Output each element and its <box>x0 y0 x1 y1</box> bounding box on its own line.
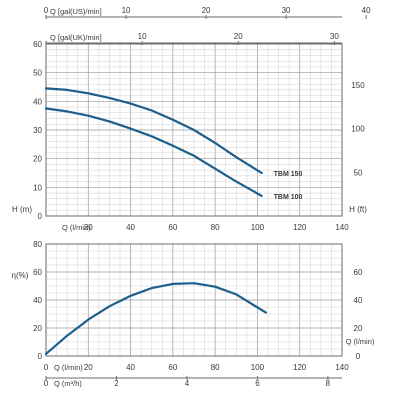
x-tick-label: 60 <box>168 223 177 232</box>
bottom-axis-tick-label: 6 <box>255 379 260 388</box>
x-tick-label: 20 <box>84 223 93 232</box>
bottom-axis-tick-label: 40 <box>126 363 135 372</box>
bottom-axis-tick-label: 4 <box>185 379 190 388</box>
y-tick-label-right: 100 <box>351 125 365 134</box>
y-axis-label-left: H (m) <box>12 205 32 214</box>
bottom-axis-tick-label: 0 <box>44 379 49 388</box>
x-tick-label: 40 <box>126 223 135 232</box>
top-axis-label: Q [gal(US)/min] <box>50 7 102 16</box>
top-axis-tick-label: 10 <box>122 6 131 15</box>
top-axis-label: Q [gal(UK)/min] <box>50 33 102 42</box>
y-tick-label-right: 60 <box>354 268 363 277</box>
x-tick-label: 80 <box>211 223 220 232</box>
bottom-axis-tick-label: 80 <box>211 363 220 372</box>
y-tick-label-left: 20 <box>33 155 42 164</box>
top-axis-tick-label: 40 <box>362 6 371 15</box>
plot-frame <box>45 43 343 217</box>
top-axis-tick-label: 20 <box>234 32 243 41</box>
bottom-axis-tick-label: 140 <box>335 363 349 372</box>
bottom-axis-tick-label: 100 <box>251 363 265 372</box>
x-tick-label: 120 <box>293 223 307 232</box>
plot-frame <box>45 243 343 357</box>
top-axis-tick-label: 20 <box>202 6 211 15</box>
bottom-axis-tick-label: 2 <box>114 379 119 388</box>
top-axis-tick-label: 30 <box>282 6 291 15</box>
bottom-axis-tick-label: 60 <box>168 363 177 372</box>
y-tick-label-left: 80 <box>33 240 42 249</box>
series-line-tbm-150 <box>44 87 263 175</box>
x-tick-label: 100 <box>251 223 265 232</box>
y-tick-label-left: 60 <box>33 268 42 277</box>
bottom-axis-tick-label: 120 <box>293 363 307 372</box>
x-tick-label: 140 <box>335 223 349 232</box>
series-line-tbm-100 <box>44 107 263 197</box>
y-tick-label-right: 40 <box>354 296 363 305</box>
head-chart <box>44 15 367 217</box>
y-axis-label-left: η(%) <box>12 271 29 280</box>
series-label: TBM 150 <box>274 171 303 178</box>
y-tick-label-left: 0 <box>38 212 43 221</box>
y-tick-label-right: 20 <box>354 324 363 333</box>
y-tick-label-left: 50 <box>33 69 42 78</box>
y-tick-label-right: 50 <box>354 168 363 177</box>
top-axis-tick-label: 0 <box>44 6 49 15</box>
series-line-efficiency <box>44 282 267 355</box>
y-tick-label-left: 30 <box>33 126 42 135</box>
right-axis-title: Q (l/min) <box>346 337 375 346</box>
bottom-axis-tick-label: 20 <box>84 363 93 372</box>
y-tick-label-right: 150 <box>351 81 365 90</box>
y-tick-label-left: 40 <box>33 97 42 106</box>
efficiency-chart <box>44 243 343 380</box>
y-tick-label-left: 60 <box>33 40 42 49</box>
y-axis-label-right: H (ft) <box>349 205 367 214</box>
bottom-axis-tick-label: 0 <box>44 363 49 372</box>
y-tick-label-left: 10 <box>33 183 42 192</box>
bottom-axis-label: Q (m³/h) <box>54 379 82 388</box>
y-tick-label-right: 0 <box>356 352 361 361</box>
y-tick-label-left: 0 <box>38 352 43 361</box>
bottom-axis-tick-label: 8 <box>326 379 331 388</box>
y-tick-label-left: 40 <box>33 296 42 305</box>
y-tick-label-left: 20 <box>33 324 42 333</box>
top-axis-tick-label: 30 <box>330 32 339 41</box>
top-axis-tick-label: 10 <box>138 32 147 41</box>
bottom-axis-label: Q (l/min) <box>54 363 83 372</box>
x-axis-label: Q (l/min) <box>62 223 91 232</box>
series-label: TBM 100 <box>274 194 303 201</box>
